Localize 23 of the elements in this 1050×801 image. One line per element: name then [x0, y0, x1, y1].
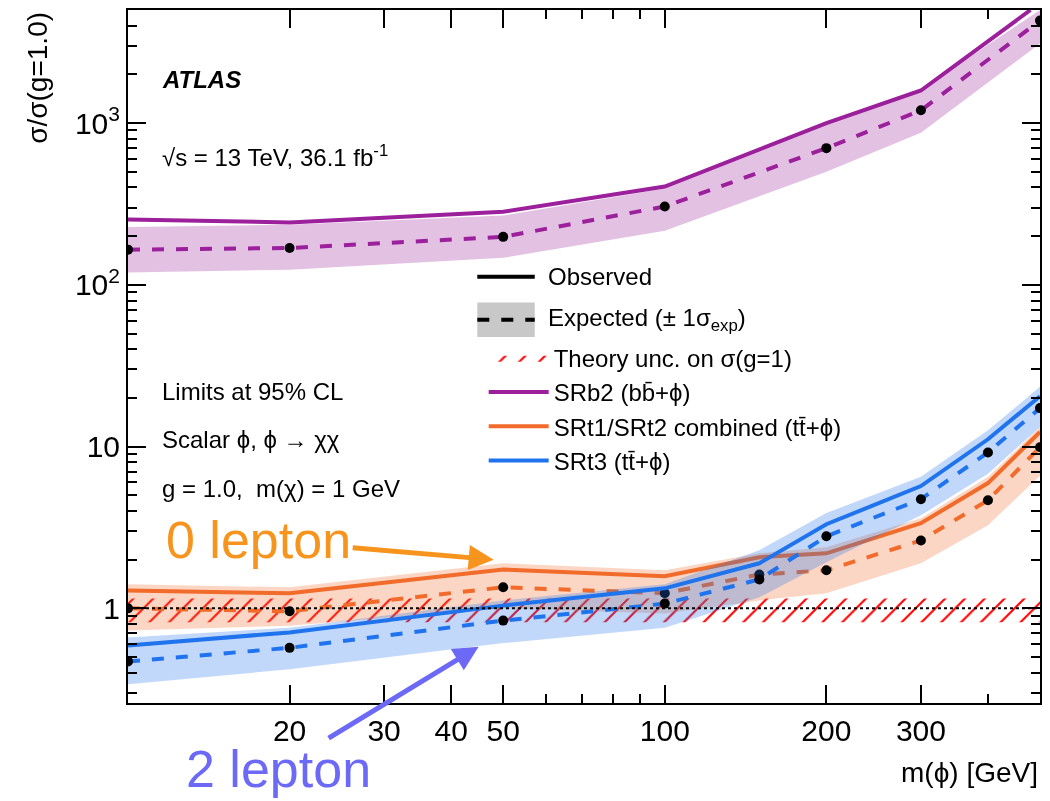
legend-label: SRt3 (tt̄+ϕ): [553, 447, 671, 475]
annotation: g = 1.0, m(χ) = 1 GeV: [162, 475, 401, 502]
y-tick-label: 10$^{2}$: [74, 263, 120, 302]
y-tick-label: 10$^{3}$: [74, 101, 120, 140]
annotation: Expected (± 1σ$_{exp}$): [548, 304, 746, 336]
legend-label: SRt1/SRt2 combined (tt̄+ϕ): [553, 413, 842, 441]
y-tick-label: 1: [103, 591, 120, 625]
annotation: Limits at 95% CL: [162, 378, 344, 405]
x-tick-label: 100: [639, 714, 690, 747]
x-tick-label: 50: [486, 714, 520, 747]
x-tick-label: 40: [434, 714, 468, 747]
annotation: √s = 13 TeV, 36.1 fb$^{-1}$: [162, 141, 389, 172]
x-tick-label: 200: [801, 714, 852, 747]
annotation: ATLAS: [162, 66, 242, 93]
annotation: 0 lepton: [166, 511, 352, 569]
legend-label: Theory unc. on σ(g=1): [553, 345, 792, 373]
x-axis-title: m(ϕ) [GeV]: [901, 757, 1039, 788]
y-tick-label: 10: [86, 430, 120, 464]
annotation: Observed: [548, 263, 653, 290]
legend-label: SRb2 (bb̄+ϕ): [553, 379, 691, 407]
x-tick-label: 300: [895, 714, 946, 747]
y-axis-title: σ/σ(g=1.0): [21, 11, 53, 144]
annotation: Scalar ϕ, ϕ → χχ: [162, 426, 340, 453]
